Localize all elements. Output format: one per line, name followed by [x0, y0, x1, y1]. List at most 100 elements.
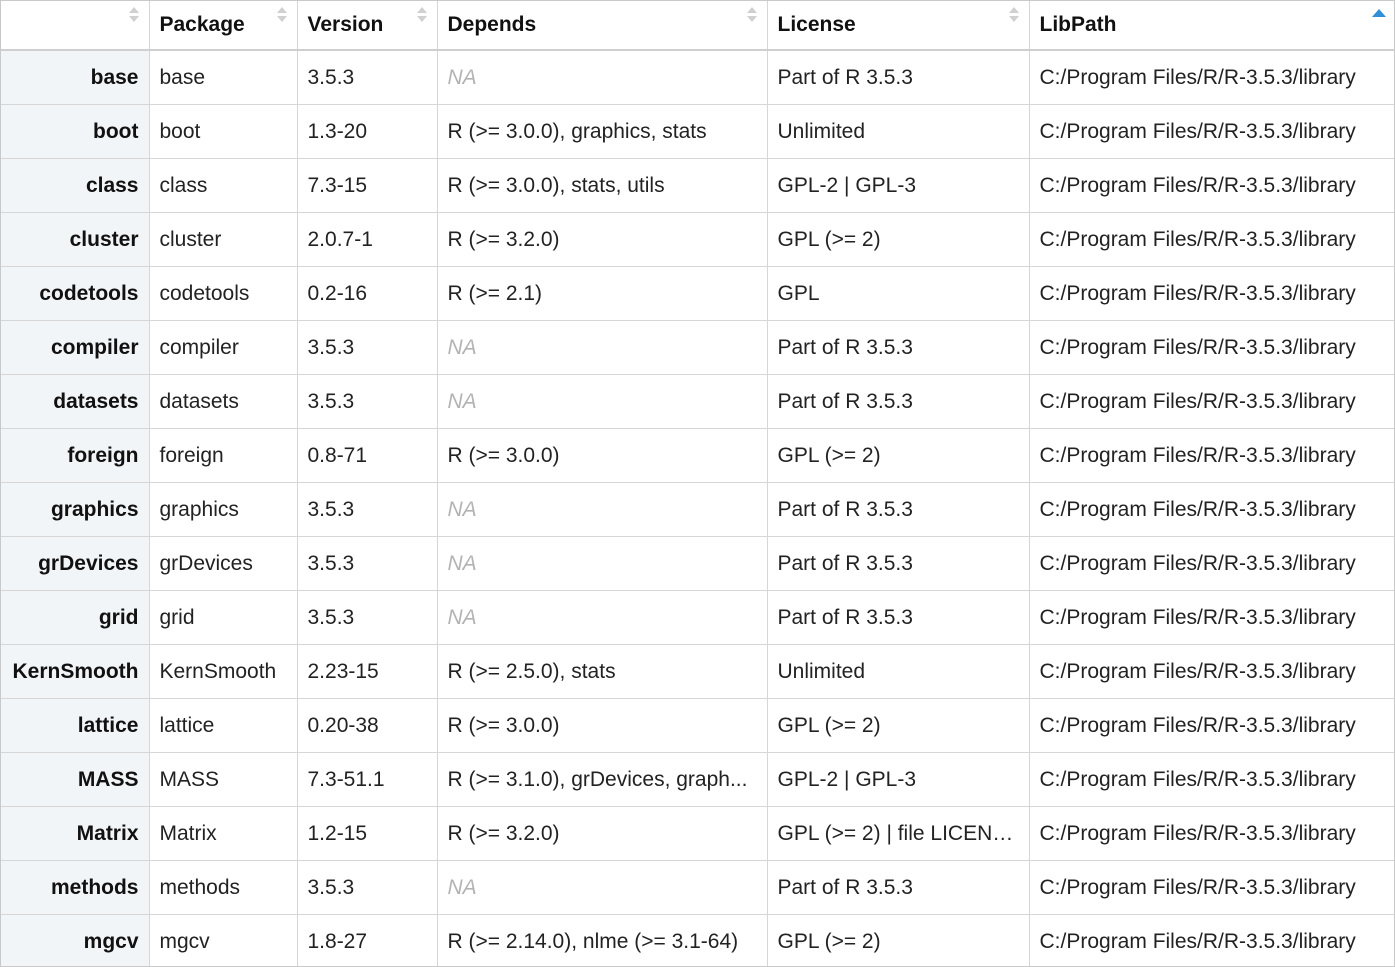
column-header-license[interactable]: License [767, 1, 1030, 51]
column-header-label: Depends [447, 13, 537, 36]
cell-rownames: compiler [1, 320, 150, 375]
table-row: class class 7.3-15 R (>= 3.0.0), stats, uti… [1, 158, 1394, 213]
cell-version: 7.3-51.1 [297, 752, 438, 807]
cell-libpath: C:/Program Files/R/R-3.5.3/library [1029, 914, 1394, 966]
table-row: base base 3.5.3 NA Part of R 3.5.3 C:/Program… [1, 50, 1394, 105]
triangle-up-icon [416, 7, 427, 13]
cell-license: Part of R 3.5.3 [767, 320, 1030, 375]
cell-license: GPL (>= 2) [767, 914, 1030, 966]
table-row: methods methods 3.5.3 NA Part of R 3.5.3 C:/P… [1, 860, 1394, 915]
cell-libpath: C:/Program Files/R/R-3.5.3/library [1029, 104, 1394, 159]
column-header-version[interactable]: Version [297, 1, 438, 51]
column-header-label: Package [159, 13, 245, 36]
sort-ascending-icon[interactable] [1372, 7, 1386, 25]
sort-arrows-icon[interactable] [1008, 7, 1019, 25]
cell-rownames: foreign [1, 428, 150, 483]
cell-package: grDevices [149, 536, 298, 591]
table-row: MASS MASS 7.3-51.1 R (>= 3.1.0), grDevices,… [1, 752, 1394, 807]
table-body: base base 3.5.3 NA Part of R 3.5.3 C:/Program… [1, 50, 1394, 966]
table-row: mgcv mgcv 1.8-27 R (>= 2.14.0), nlme (>= 3.… [1, 914, 1394, 966]
cell-rownames: mgcv [1, 914, 150, 966]
cell-version: 3.5.3 [297, 374, 438, 429]
table-row: compiler compiler 3.5.3 NA Part of R 3.5.3 C:… [1, 320, 1394, 375]
column-header-libpath[interactable]: LibPath [1029, 1, 1394, 51]
cell-license: GPL (>= 2) [767, 428, 1030, 483]
cell-package: MASS [149, 752, 298, 807]
cell-depends: R (>= 3.0.0) [437, 698, 768, 753]
cell-package: mgcv [149, 914, 298, 966]
column-header-rownames[interactable] [1, 1, 150, 51]
cell-libpath: C:/Program Files/R/R-3.5.3/library [1029, 860, 1394, 915]
table-row: grDevices grDevices 3.5.3 NA Part of R 3.5.3… [1, 536, 1394, 591]
column-header-package[interactable]: Package [149, 1, 298, 51]
cell-package: cluster [149, 212, 298, 267]
triangle-up-icon [276, 7, 287, 13]
cell-libpath: C:/Program Files/R/R-3.5.3/library [1029, 806, 1394, 861]
cell-rownames: cluster [1, 212, 150, 267]
cell-version: 2.23-15 [297, 644, 438, 699]
sort-arrows-icon[interactable] [746, 7, 757, 25]
cell-license: Unlimited [767, 644, 1030, 699]
cell-depends: R (>= 2.14.0), nlme (>= 3.1-64) [437, 914, 768, 966]
cell-depends: R (>= 2.5.0), stats [437, 644, 768, 699]
table-row: graphics graphics 3.5.3 NA Part of R 3.5.3 C:… [1, 482, 1394, 537]
cell-package: grid [149, 590, 298, 645]
column-header-label: Version [307, 13, 384, 36]
cell-rownames: boot [1, 104, 150, 159]
cell-license: Part of R 3.5.3 [767, 590, 1030, 645]
cell-libpath: C:/Program Files/R/R-3.5.3/library [1029, 266, 1394, 321]
cell-license: Part of R 3.5.3 [767, 50, 1030, 105]
cell-rownames: KernSmooth [1, 644, 150, 699]
cell-rownames: MASS [1, 752, 150, 807]
sort-arrows-icon[interactable] [416, 7, 427, 25]
cell-libpath: C:/Program Files/R/R-3.5.3/library [1029, 482, 1394, 537]
cell-depends: R (>= 3.2.0) [437, 806, 768, 861]
cell-version: 3.5.3 [297, 320, 438, 375]
cell-depends: R (>= 3.1.0), grDevices, graph... [437, 752, 768, 807]
cell-version: 7.3-15 [297, 158, 438, 213]
column-header-depends[interactable]: Depends [437, 1, 768, 51]
cell-libpath: C:/Program Files/R/R-3.5.3/library [1029, 158, 1394, 213]
table-row: cluster cluster 2.0.7-1 R (>= 3.2.0) GPL (>=… [1, 212, 1394, 267]
cell-libpath: C:/Program Files/R/R-3.5.3/library [1029, 428, 1394, 483]
cell-rownames: grid [1, 590, 150, 645]
cell-rownames: methods [1, 860, 150, 915]
cell-depends: R (>= 3.0.0) [437, 428, 768, 483]
table-row: Matrix Matrix 1.2-15 R (>= 3.2.0) GPL (>= 2)… [1, 806, 1394, 861]
cell-depends: NA [437, 374, 768, 429]
cell-package: compiler [149, 320, 298, 375]
cell-version: 1.2-15 [297, 806, 438, 861]
cell-package: class [149, 158, 298, 213]
cell-depends: R (>= 3.0.0), stats, utils [437, 158, 768, 213]
cell-version: 0.8-71 [297, 428, 438, 483]
cell-license: Part of R 3.5.3 [767, 536, 1030, 591]
cell-libpath: C:/Program Files/R/R-3.5.3/library [1029, 374, 1394, 429]
sort-arrows-icon[interactable] [128, 7, 139, 25]
cell-libpath: C:/Program Files/R/R-3.5.3/library [1029, 644, 1394, 699]
cell-rownames: codetools [1, 266, 150, 321]
cell-license: GPL (>= 2) [767, 698, 1030, 753]
column-header-label: LibPath [1039, 13, 1117, 36]
cell-package: foreign [149, 428, 298, 483]
cell-depends: NA [437, 50, 768, 105]
cell-libpath: C:/Program Files/R/R-3.5.3/library [1029, 212, 1394, 267]
cell-rownames: graphics [1, 482, 150, 537]
cell-rownames: lattice [1, 698, 150, 753]
cell-package: lattice [149, 698, 298, 753]
cell-version: 1.3-20 [297, 104, 438, 159]
triangle-down-icon [276, 16, 287, 22]
cell-rownames: class [1, 158, 150, 213]
triangle-up-icon [1372, 9, 1386, 17]
cell-depends: R (>= 2.1) [437, 266, 768, 321]
cell-libpath: C:/Program Files/R/R-3.5.3/library [1029, 320, 1394, 375]
table-row: lattice lattice 0.20-38 R (>= 3.0.0) GPL (>=… [1, 698, 1394, 753]
cell-rownames: grDevices [1, 536, 150, 591]
cell-depends: NA [437, 320, 768, 375]
triangle-down-icon [1008, 16, 1019, 22]
cell-license: GPL (>= 2) [767, 212, 1030, 267]
cell-license: GPL-2 | GPL-3 [767, 752, 1030, 807]
cell-version: 2.0.7-1 [297, 212, 438, 267]
sort-arrows-icon[interactable] [276, 7, 287, 25]
